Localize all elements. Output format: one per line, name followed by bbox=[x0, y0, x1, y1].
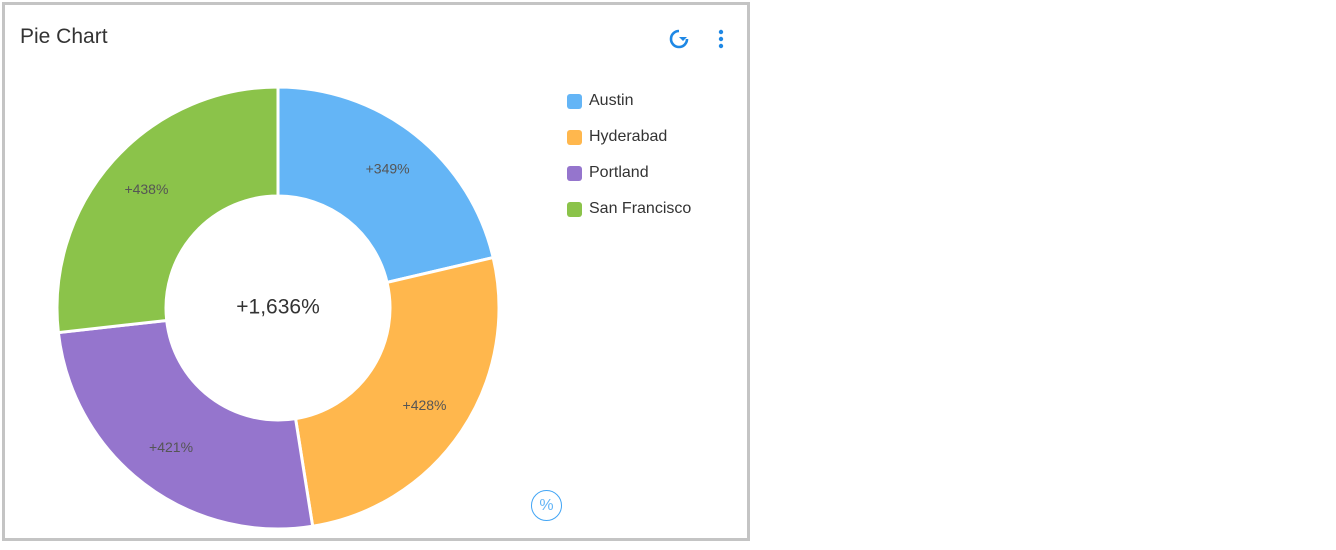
card-title: Pie Chart bbox=[20, 25, 108, 48]
legend-swatch bbox=[567, 129, 582, 145]
legend-label: Hyderabad bbox=[589, 128, 668, 145]
slice-label: +428% bbox=[403, 397, 447, 413]
legend: Austin Hyderabad Portland San Francisco bbox=[567, 83, 691, 227]
legend-item[interactable]: Portland bbox=[567, 155, 691, 191]
refresh-icon[interactable] bbox=[667, 27, 691, 51]
legend-item[interactable]: San Francisco bbox=[567, 191, 691, 227]
more-vert-icon[interactable] bbox=[711, 27, 731, 51]
legend-item[interactable]: Austin bbox=[567, 83, 691, 119]
legend-label: San Francisco bbox=[589, 200, 692, 217]
slice-hyderabad[interactable] bbox=[293, 255, 501, 528]
percent-toggle-button[interactable]: % bbox=[531, 490, 562, 521]
slice-austin[interactable] bbox=[276, 85, 495, 285]
legend-swatch bbox=[567, 93, 582, 109]
legend-label: Portland bbox=[589, 164, 649, 181]
center-total-label: +1,636% bbox=[236, 296, 320, 319]
legend-swatch bbox=[567, 165, 582, 181]
slice-san-francisco[interactable] bbox=[55, 85, 280, 335]
slice-portland[interactable] bbox=[56, 318, 315, 531]
legend-item[interactable]: Hyderabad bbox=[567, 119, 691, 155]
legend-label: Austin bbox=[589, 92, 634, 109]
legend-swatch bbox=[567, 201, 582, 217]
slice-label: +438% bbox=[124, 181, 168, 197]
donut-chart: +349% +428% +421% +438% +1,636% bbox=[55, 85, 501, 531]
slice-label: +349% bbox=[366, 160, 410, 176]
slice-label: +421% bbox=[149, 439, 193, 455]
